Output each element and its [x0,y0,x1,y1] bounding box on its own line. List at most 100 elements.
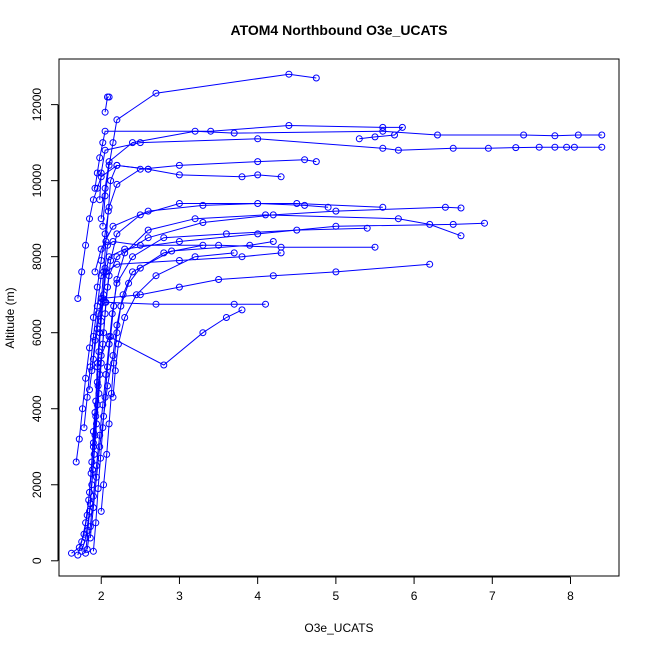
data-point [160,361,168,369]
data-point [129,139,136,147]
data-point [68,549,75,557]
y-axis: 0 2000 4000 6000 8000 10000 12000 [30,88,59,564]
data-point [457,232,465,240]
data-point [246,241,254,249]
data-point [83,393,91,401]
series-line [89,263,430,390]
data-point [379,203,387,211]
data-point [254,230,262,238]
data-point [113,116,121,124]
data-point [426,260,434,268]
data-point [136,291,144,299]
data-point [97,507,105,515]
data-point [222,230,230,238]
data-point [207,127,215,135]
data-point [101,310,109,318]
x-tick-label: 2 [98,589,105,603]
data-point [598,143,606,151]
data-point [152,272,160,280]
data-point [175,200,183,207]
data-point [94,382,102,390]
data-point [324,203,332,211]
series-line [77,222,485,556]
series-line [89,241,274,539]
data-point [285,122,293,129]
data-point [175,171,183,179]
series-line [83,252,282,428]
data-point [230,129,238,137]
data-point [175,257,183,264]
series-line [102,73,317,227]
data-point [551,143,559,151]
data-point [301,156,309,164]
series-line [112,252,235,398]
data-point [72,458,80,466]
data-point [293,226,301,234]
data-point [312,158,320,166]
data-point [109,139,117,147]
data-point [254,158,262,166]
series-line [71,240,375,554]
data-point [379,144,387,152]
data-point [363,224,371,232]
data-point [109,238,117,245]
data-point [254,171,262,179]
series [74,219,488,559]
series-line [92,214,462,552]
data-point [199,329,207,337]
x-axis-label: O3e_UCATS [304,621,373,635]
data-point [484,144,492,152]
data-point [117,302,125,310]
x-tick-label: 4 [254,589,261,603]
data-point [277,173,285,181]
data-point [101,184,109,192]
series [82,200,387,557]
data-point [105,161,113,169]
data-point [107,390,115,397]
series-line [86,227,368,550]
data-point [101,298,109,306]
data-point [598,131,606,139]
data-point [434,131,441,139]
data-point [355,135,363,143]
series [91,200,332,276]
data-point [132,291,140,299]
data-point [535,143,543,151]
data-point [379,123,387,131]
data-point [222,314,230,321]
data-point [481,219,488,227]
data-point [191,215,199,223]
data-point [100,412,108,420]
y-tick-label: 2000 [30,471,44,498]
series-line [81,206,462,552]
data-point [301,201,309,209]
data-point [75,435,83,443]
data-point [89,333,97,340]
data-point [113,276,121,283]
data-point [144,226,152,234]
data-point [113,329,121,337]
data-point [191,253,199,261]
data-point [105,420,113,428]
data-point [238,253,246,261]
data-point [89,492,97,500]
data-point [113,161,121,169]
data-point [136,211,144,219]
data-point [105,253,113,261]
data-point [74,295,82,302]
series [89,306,246,451]
data-point [101,108,109,116]
data-point [111,367,119,375]
data-point [93,378,101,386]
data-point [89,504,97,512]
data-point [199,201,207,209]
y-tick-label: 0 [30,557,44,564]
data-point [215,276,223,283]
data-point [97,169,105,177]
data-point [254,135,262,143]
data-point [102,371,110,378]
data-point [160,249,168,257]
data-point [379,127,387,135]
y-tick-label: 12000 [30,88,44,122]
series [96,135,606,204]
